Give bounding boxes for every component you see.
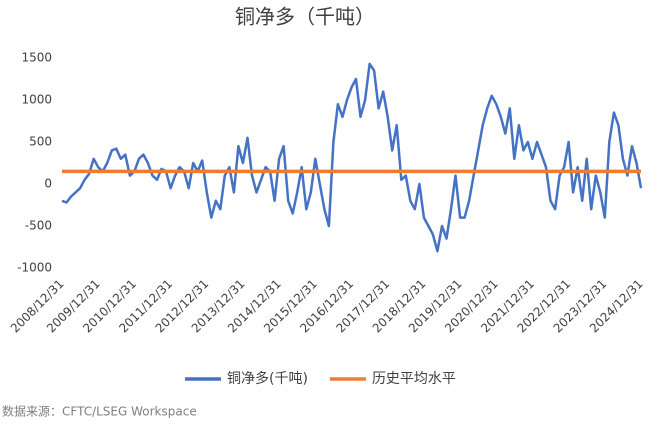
legend-label: 历史平均水平	[372, 371, 456, 387]
legend-label: 铜净多(千吨)	[227, 370, 308, 387]
source-note: 数据来源：CFTC/LSEG Workspace	[2, 404, 197, 419]
y-tick-label: 0	[44, 177, 52, 191]
y-tick-label: -500	[25, 219, 52, 233]
y-tick-label: 1000	[21, 93, 52, 107]
y-tick-label: 1500	[21, 51, 52, 65]
chart-title: 铜净多（千吨）	[235, 5, 375, 29]
data-line	[61, 62, 643, 253]
y-tick-label: 500	[29, 135, 52, 149]
y-tick-label: -1000	[17, 261, 52, 275]
